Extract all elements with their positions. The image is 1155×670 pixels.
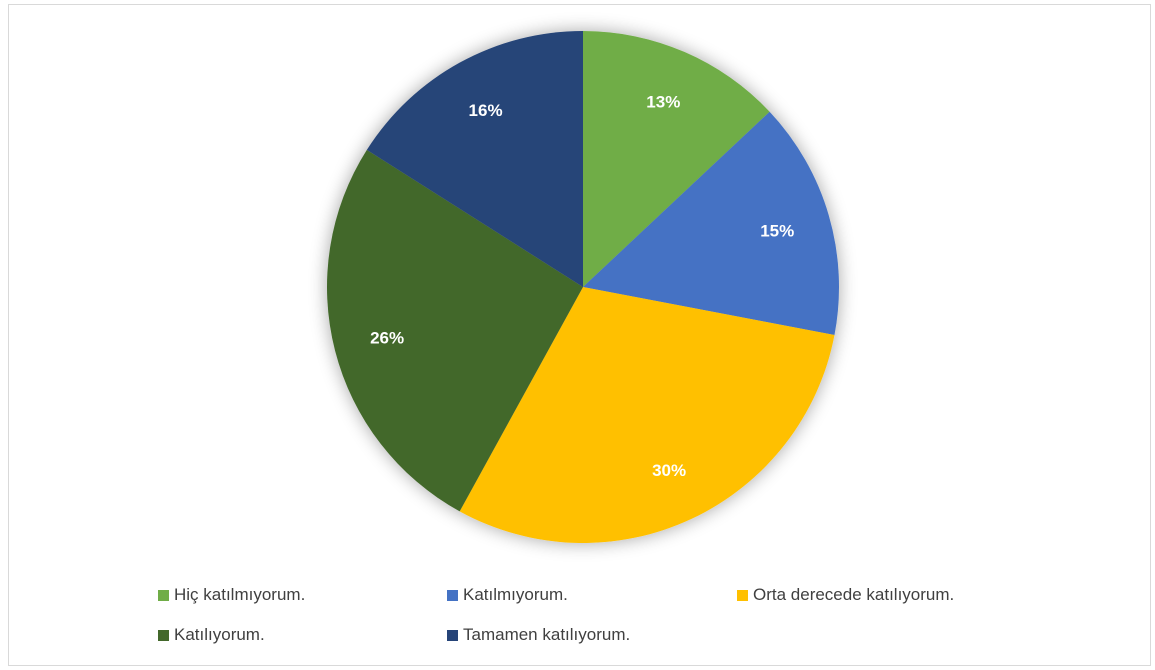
pie-slices xyxy=(327,31,839,543)
pie-slice xyxy=(583,111,839,335)
slice-data-label: 15% xyxy=(760,222,794,241)
pie-slice xyxy=(366,31,583,287)
slice-data-label: 16% xyxy=(469,101,503,120)
pie-slice xyxy=(459,287,835,543)
pie-slice xyxy=(327,149,583,512)
slice-data-label: 30% xyxy=(652,461,686,480)
slice-data-label: 13% xyxy=(646,92,680,111)
pie-data-labels: 13% 15% 30% 26% 16% xyxy=(370,92,794,480)
pie-slice xyxy=(583,31,770,287)
slice-data-label: 26% xyxy=(370,328,404,347)
